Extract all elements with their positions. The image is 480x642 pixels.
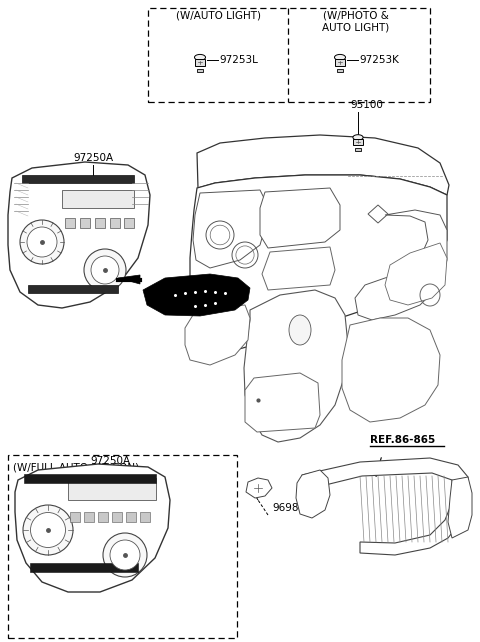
FancyBboxPatch shape [30,563,138,572]
Text: 97253K: 97253K [359,55,399,65]
Polygon shape [448,477,472,538]
Text: REF.86-865: REF.86-865 [370,435,435,445]
Polygon shape [118,275,140,284]
Polygon shape [245,373,320,432]
Polygon shape [355,210,447,320]
Bar [126,512,136,522]
Polygon shape [143,274,250,316]
Polygon shape [262,247,335,290]
Text: 97250A: 97250A [73,153,113,163]
Text: 97253L: 97253L [219,55,258,65]
Bar [80,218,90,228]
Polygon shape [190,175,447,353]
Bar [140,512,150,522]
Ellipse shape [31,512,65,548]
Text: (W/FULL AUTO AIR CON): (W/FULL AUTO AIR CON) [13,462,139,472]
Polygon shape [193,190,270,268]
FancyBboxPatch shape [355,148,361,152]
Ellipse shape [335,55,346,60]
Polygon shape [185,305,250,365]
Bar [95,218,105,228]
FancyBboxPatch shape [195,58,205,65]
Bar [124,218,134,228]
Ellipse shape [110,540,140,570]
Polygon shape [197,135,449,195]
FancyBboxPatch shape [335,58,345,65]
Text: (W/AUTO LIGHT): (W/AUTO LIGHT) [176,11,261,21]
Text: 95100: 95100 [350,100,383,110]
Polygon shape [246,478,272,498]
Bar [84,512,94,522]
Bar [8,455,237,638]
Text: (W/PHOTO &
AUTO LIGHT): (W/PHOTO & AUTO LIGHT) [323,11,390,33]
Polygon shape [244,290,348,442]
Text: 97250A: 97250A [90,456,130,466]
Ellipse shape [289,315,311,345]
Ellipse shape [353,135,363,140]
FancyBboxPatch shape [24,474,156,483]
FancyBboxPatch shape [353,139,362,145]
Polygon shape [296,470,330,518]
FancyBboxPatch shape [22,175,134,183]
Ellipse shape [194,55,205,60]
Bar [65,218,75,228]
Polygon shape [342,318,440,422]
Ellipse shape [84,249,126,291]
Polygon shape [260,188,340,248]
FancyBboxPatch shape [337,69,343,73]
FancyBboxPatch shape [197,69,203,73]
Bar [148,8,430,102]
Ellipse shape [20,220,64,264]
Bar [98,512,108,522]
FancyBboxPatch shape [68,478,156,500]
Bar [110,218,120,228]
Polygon shape [8,162,150,308]
Polygon shape [15,464,170,592]
Ellipse shape [23,505,73,555]
FancyBboxPatch shape [28,285,118,293]
Polygon shape [368,205,388,223]
Polygon shape [302,458,468,555]
Polygon shape [385,243,447,305]
Bar [70,512,80,522]
Ellipse shape [27,227,57,257]
FancyBboxPatch shape [62,190,134,208]
Ellipse shape [91,256,119,284]
Ellipse shape [103,533,147,577]
Bar [112,512,122,522]
Text: 96985: 96985 [272,503,305,513]
